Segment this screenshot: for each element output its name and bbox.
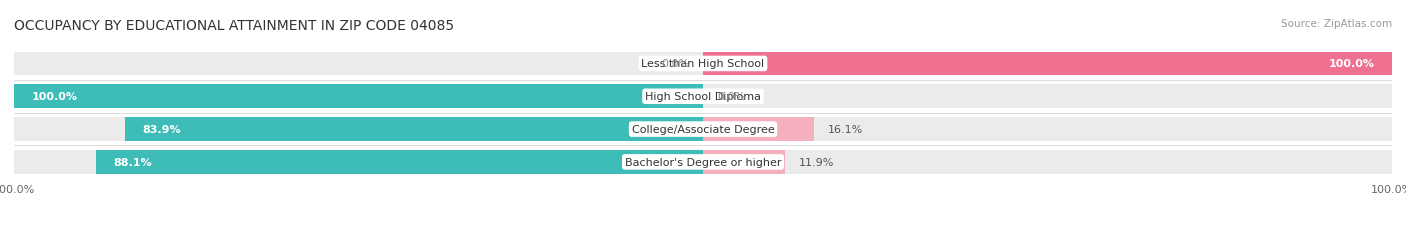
Bar	[96, 150, 703, 174]
Bar	[703, 118, 814, 141]
Text: 16.1%: 16.1%	[828, 125, 863, 134]
Text: College/Associate Degree: College/Associate Degree	[631, 125, 775, 134]
Bar	[14, 85, 703, 109]
Bar	[703, 52, 1392, 76]
Text: 88.1%: 88.1%	[114, 157, 152, 167]
Bar	[14, 150, 703, 174]
Text: 0.0%: 0.0%	[661, 59, 689, 69]
Bar	[14, 52, 703, 76]
Text: 100.0%: 100.0%	[31, 92, 77, 102]
Legend: Owner-occupied, Renter-occupied: Owner-occupied, Renter-occupied	[585, 229, 821, 231]
Text: 100.0%: 100.0%	[1329, 59, 1375, 69]
Text: High School Diploma: High School Diploma	[645, 92, 761, 102]
Bar	[703, 52, 1392, 76]
Text: Bachelor's Degree or higher: Bachelor's Degree or higher	[624, 157, 782, 167]
Bar	[703, 150, 1392, 174]
Bar	[703, 85, 1392, 109]
Bar	[14, 118, 703, 141]
Text: 11.9%: 11.9%	[799, 157, 834, 167]
Text: OCCUPANCY BY EDUCATIONAL ATTAINMENT IN ZIP CODE 04085: OCCUPANCY BY EDUCATIONAL ATTAINMENT IN Z…	[14, 18, 454, 32]
Text: 83.9%: 83.9%	[142, 125, 181, 134]
Bar	[14, 85, 703, 109]
Text: 0.0%: 0.0%	[717, 92, 745, 102]
Bar	[703, 150, 785, 174]
Bar	[125, 118, 703, 141]
Text: Less than High School: Less than High School	[641, 59, 765, 69]
Text: Source: ZipAtlas.com: Source: ZipAtlas.com	[1281, 18, 1392, 28]
Bar	[703, 118, 1392, 141]
